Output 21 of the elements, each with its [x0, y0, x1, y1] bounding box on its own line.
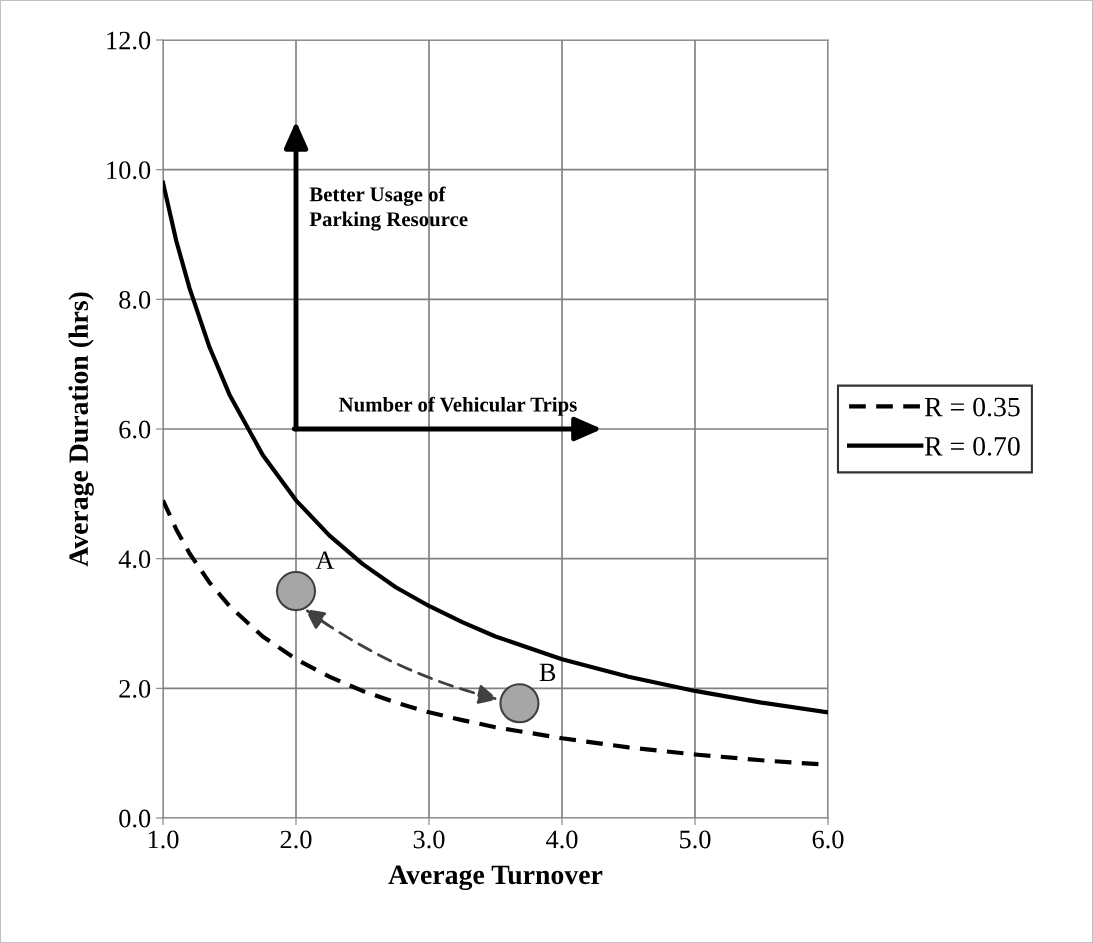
y-tick-label: 2.0: [119, 679, 151, 698]
x-tick-label: 1.0: [148, 830, 179, 849]
y-tick-label: 6.0: [119, 420, 151, 439]
x-tick-label: 2.0: [280, 830, 312, 849]
y-tick-label: 8.0: [119, 290, 151, 309]
annotation: A: [315, 551, 335, 569]
y-tick-label: 0.0: [119, 809, 151, 828]
x-tick-label: 3.0: [413, 830, 445, 849]
y-tick-label: 12.0: [107, 31, 151, 50]
legend-label: R = 0.35: [924, 397, 1020, 417]
y-axis-title: Average Duration (hrs): [68, 292, 94, 567]
x-tick-label: 4.0: [546, 830, 578, 849]
annotation: Number of Vehicular Trips: [338, 396, 577, 416]
legend-label: R = 0.70: [924, 436, 1020, 456]
x-tick-label: 5.0: [680, 830, 711, 849]
y-tick-label: 10.0: [107, 161, 151, 180]
y-tick-label: 4.0: [118, 550, 151, 569]
annotation: Better Usage of Parking Resource: [309, 186, 468, 231]
x-tick-label: 6.0: [812, 830, 844, 849]
annotation: B: [539, 663, 556, 682]
x-axis-title: Average Turnover: [388, 865, 603, 891]
